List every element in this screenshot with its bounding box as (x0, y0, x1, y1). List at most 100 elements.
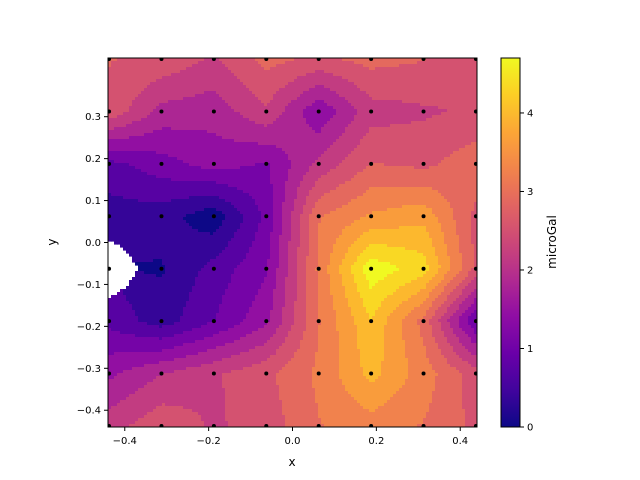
contour-cell (462, 100, 466, 104)
contour-cell (393, 103, 397, 107)
contour-cell (366, 85, 370, 89)
contour-cell (201, 97, 205, 101)
contour-cell (213, 61, 217, 65)
contour-cell (261, 79, 265, 83)
contour-cell (417, 94, 421, 98)
contour-cell (372, 61, 376, 65)
contour-cell (114, 58, 118, 62)
contour-cell (315, 106, 319, 110)
contour-cell (306, 76, 310, 80)
contour-cell (333, 58, 337, 62)
contour-cell (258, 100, 262, 104)
contour-cell (192, 70, 196, 74)
contour-cell (450, 61, 454, 65)
contour-cell (327, 109, 331, 113)
contour-cell (453, 70, 457, 74)
contour-cell (315, 67, 319, 71)
contour-cell (276, 64, 280, 68)
contour-cell (279, 88, 283, 92)
contour-cell (456, 79, 460, 83)
contour-cell (474, 67, 477, 71)
contour-cell (372, 94, 376, 98)
contour-cell (156, 73, 160, 77)
contour-cell (195, 91, 199, 95)
contour-cell (324, 103, 328, 107)
contour-cell (207, 79, 211, 83)
contour-cell (405, 97, 409, 101)
contour-cell (132, 70, 136, 74)
contour-cell (183, 73, 187, 77)
contour-cell (450, 85, 454, 89)
contour-cell (129, 76, 133, 80)
contour-cell (384, 88, 388, 92)
contour-cell (195, 88, 199, 92)
contour-cell (303, 58, 307, 62)
contour-cell (411, 79, 415, 83)
contour-cell (321, 61, 325, 65)
contour-cell (117, 64, 121, 68)
contour-cell (120, 79, 124, 83)
contour-cell (297, 67, 301, 71)
contour-cell (237, 97, 241, 101)
contour-cell (423, 61, 427, 65)
contour-cell (372, 97, 376, 101)
contour-cell (147, 100, 151, 104)
contour-cell (342, 106, 346, 110)
contour-cell (255, 82, 259, 86)
contour-cell (378, 106, 382, 110)
contour-cell (348, 73, 352, 77)
contour-cell (156, 94, 160, 98)
contour-cell (132, 106, 136, 110)
contour-cell (249, 61, 253, 65)
contour-cell (213, 85, 217, 89)
contour-cell (465, 61, 469, 65)
contour-cell (222, 64, 226, 68)
contour-cell (234, 106, 238, 110)
contour-cell (261, 91, 265, 95)
contour-cell (132, 73, 136, 77)
contour-cell (378, 85, 382, 89)
contour-cell (318, 85, 322, 89)
contour-cell (366, 67, 370, 71)
contour-cell (264, 64, 268, 68)
contour-cell (123, 85, 127, 89)
contour-cell (192, 106, 196, 110)
contour-cell (108, 91, 112, 95)
contour-cell (351, 58, 355, 62)
contour-cell (159, 91, 163, 95)
contour-cell (396, 82, 400, 86)
contour-cell (279, 64, 283, 68)
contour-cell (210, 64, 214, 68)
contour-cell (279, 61, 283, 65)
contour-cell (291, 100, 295, 104)
contour-cell (387, 94, 391, 98)
contour-cell (387, 79, 391, 83)
contour-cell (303, 103, 307, 107)
contour-cell (435, 94, 439, 98)
contour-cell (465, 70, 469, 74)
contour-cell (126, 73, 130, 77)
contour-cell (261, 70, 265, 74)
contour-cell (375, 85, 379, 89)
contour-cell (186, 67, 190, 71)
contour-cell (354, 61, 358, 65)
contour-cell (279, 109, 283, 113)
contour-cell (465, 97, 469, 101)
contour-cell (423, 97, 427, 101)
contour-cell (201, 94, 205, 98)
contour-cell (300, 97, 304, 101)
contour-cell (462, 70, 466, 74)
contour-cell (330, 100, 334, 104)
contour-cell (165, 106, 169, 110)
contour-cell (219, 64, 223, 68)
contour-cell (246, 106, 250, 110)
contour-cell (126, 109, 130, 113)
contour-cell (174, 109, 178, 113)
contour-cell (141, 79, 145, 83)
contour-cell (468, 64, 472, 68)
contour-cell (282, 70, 286, 74)
contour-cell (159, 79, 163, 83)
contour-cell (447, 82, 451, 86)
contour-cell (354, 79, 358, 83)
contour-cell (426, 67, 430, 71)
